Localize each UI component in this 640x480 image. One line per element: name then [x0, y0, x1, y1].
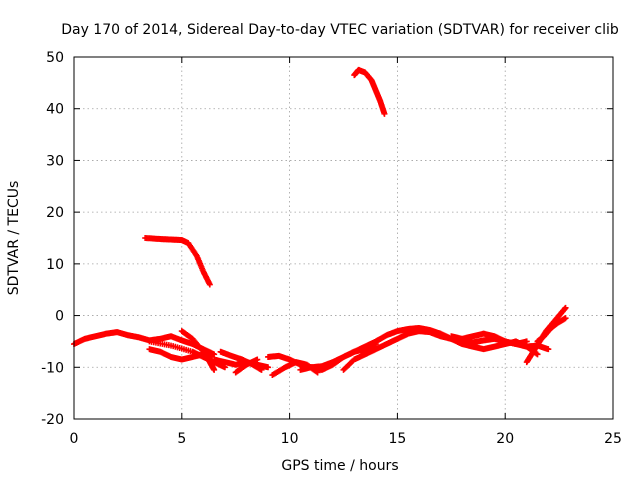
series-track-8: [232, 356, 261, 376]
data-point: [562, 315, 569, 322]
x-axis-label: GPS time / hours: [281, 458, 398, 474]
data-point: [523, 338, 530, 345]
series-track-14: [351, 66, 388, 117]
data-point: [221, 364, 228, 371]
y-tick-label: 10: [46, 257, 64, 273]
data-points: [71, 66, 569, 379]
y-tick-label: -10: [41, 360, 64, 376]
y-tick-label: 0: [55, 309, 64, 325]
data-point: [372, 341, 379, 348]
x-tick-label: 20: [496, 431, 514, 447]
x-tick-label: 5: [177, 431, 186, 447]
series-track-12: [340, 328, 541, 373]
series-track-4: [178, 328, 218, 373]
data-point: [265, 364, 272, 371]
x-tick-label: 25: [604, 431, 622, 447]
series-track-13: [448, 330, 530, 348]
series-track-11: [297, 341, 379, 373]
data-point: [211, 366, 218, 373]
series-track-1: [71, 329, 218, 358]
x-tick-label: 10: [281, 431, 299, 447]
data-point: [254, 356, 261, 363]
y-tick-label: 20: [46, 205, 64, 221]
y-tick-label: -20: [41, 412, 64, 428]
data-point: [534, 351, 541, 358]
y-axis-label: SDTVAR / TECUs: [6, 181, 22, 296]
y-tick-label: 30: [46, 153, 64, 169]
y-tick-label: 40: [46, 102, 64, 118]
series-track-5: [142, 235, 213, 288]
data-point: [562, 304, 569, 311]
x-tick-label: 0: [70, 431, 79, 447]
data-point: [258, 366, 265, 373]
data-point: [206, 281, 213, 288]
data-point: [545, 346, 552, 353]
x-tick-label: 15: [388, 431, 406, 447]
data-point: [381, 110, 388, 117]
chart-title: Day 170 of 2014, Sidereal Day-to-day VTE…: [61, 22, 619, 38]
series-track-16: [534, 315, 569, 345]
axis-ticks: 0 5 10 15 20 25 -20 -10 0 10 20 30 40 50: [41, 50, 622, 447]
data-point: [314, 369, 321, 376]
plot-frame: [73, 56, 614, 420]
y-tick-label: 50: [46, 50, 64, 66]
